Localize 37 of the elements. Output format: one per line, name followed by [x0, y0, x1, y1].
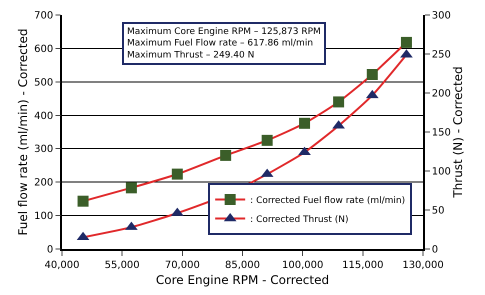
point — [262, 134, 273, 146]
y2-axis-title: Thrust (N) - Corrected — [451, 66, 466, 199]
point — [78, 196, 89, 207]
point — [400, 36, 412, 48]
y2-tick-label: 200 — [432, 88, 451, 100]
y-tick-label: 600 — [34, 44, 54, 55]
y-tick-label: 400 — [34, 110, 54, 122]
y-tick-label: 0 — [46, 244, 54, 256]
x-tick-label: 115,000 — [342, 260, 384, 271]
y2-tick-label: 0 — [432, 244, 438, 256]
x-tick-label: 100,000 — [282, 260, 324, 271]
y2-tick-label: 150 — [432, 128, 451, 138]
point — [366, 69, 378, 80]
y-tick-label: 700 — [34, 10, 54, 22]
point — [172, 168, 183, 180]
y2-tick-label: 300 — [432, 10, 451, 22]
point — [299, 118, 310, 129]
point — [220, 150, 232, 161]
legend-label: : Corrected Thrust (N) — [250, 214, 348, 225]
point — [333, 96, 344, 108]
y-axis-title: Fuel flow rate (ml/min) - Corrected — [16, 28, 30, 236]
x-tick-label: 85,000 — [225, 260, 260, 271]
legend-label: : Corrected Fuel flow rate (ml/min) — [250, 196, 406, 206]
x-tick-label: 70,000 — [164, 260, 200, 271]
y2-tick-label: 100 — [432, 166, 451, 178]
x-axis-title: Core Engine RPM - Corrected — [156, 273, 330, 288]
point — [126, 182, 137, 194]
y2-tick-label: 250 — [432, 50, 451, 60]
y-tick-label: 500 — [34, 77, 54, 88]
y-tick-label: 100 — [34, 211, 54, 222]
x-tick-label: 130,000 — [402, 260, 444, 271]
y2-tick-label: 50 — [432, 206, 444, 216]
y-tick-label: 300 — [34, 144, 54, 156]
annotation: Maximum Core Engine RPM – 125,873 RPM Maximum Fuel Flow rate – 617.86 ml/min Maximum Thrust – 249.40 N — [127, 27, 321, 60]
y-tick-label: 200 — [34, 178, 54, 189]
x-tick-label: 40,000 — [44, 260, 80, 271]
x-tick-label: 55,000 — [104, 260, 140, 271]
